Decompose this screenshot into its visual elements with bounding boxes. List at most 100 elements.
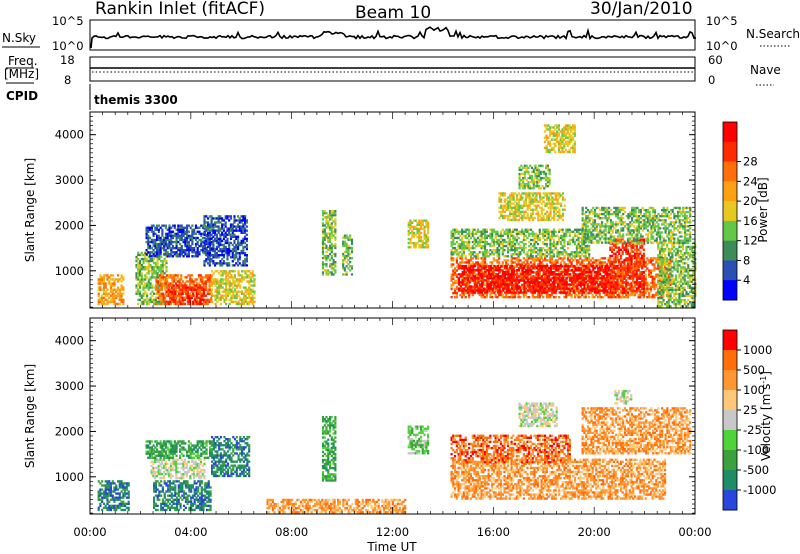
power-cell <box>182 240 185 244</box>
power-cell <box>137 261 140 265</box>
power-cell <box>635 269 638 272</box>
power-cell <box>212 231 215 234</box>
power-cell <box>635 256 638 260</box>
power-cell <box>611 254 614 258</box>
power-cell <box>418 219 421 222</box>
power-cell <box>166 274 169 277</box>
power-cell <box>201 292 204 295</box>
power-cell <box>502 275 505 278</box>
power-cell <box>562 277 565 280</box>
power-cell <box>156 274 159 277</box>
power-cell <box>330 236 333 239</box>
power-cell <box>522 257 525 260</box>
power-cell <box>574 265 577 268</box>
power-cell <box>237 294 240 297</box>
power-cell <box>611 281 614 284</box>
power-cell <box>572 269 575 272</box>
power-cell <box>244 235 247 238</box>
power-cell <box>334 246 337 250</box>
power-cell <box>168 224 171 227</box>
power-cell <box>201 251 205 254</box>
power-cell <box>604 271 607 274</box>
power-cell <box>208 292 211 295</box>
power-cell <box>621 266 624 270</box>
nsky-tick-bottom: 10^0 <box>52 39 84 53</box>
power-cell <box>462 244 465 248</box>
power-cell <box>537 275 540 278</box>
power-cell <box>579 269 582 272</box>
power-cell <box>197 282 201 285</box>
power-cell <box>199 274 202 277</box>
power-cell <box>169 276 172 279</box>
power-cell <box>583 279 586 282</box>
power-cell <box>203 227 206 230</box>
power-cell <box>602 296 605 299</box>
power-cell <box>493 283 496 286</box>
power-cell <box>421 242 424 245</box>
power-cell <box>233 258 236 261</box>
power-cell <box>204 282 208 285</box>
power-cell <box>641 291 644 294</box>
power-cell <box>607 275 610 278</box>
power-cell <box>454 228 457 231</box>
power-cell <box>621 289 624 292</box>
power-cell <box>528 266 531 270</box>
power-cell <box>241 292 244 295</box>
power-cell <box>528 279 531 282</box>
power-cell <box>519 287 522 291</box>
power-cell <box>526 281 530 284</box>
power-cell <box>642 281 645 284</box>
power-cell <box>161 259 164 263</box>
power-cell <box>162 282 165 285</box>
power-cell <box>635 250 638 253</box>
power-cell <box>469 279 473 282</box>
power-cell <box>165 286 168 289</box>
power-cell <box>621 291 624 294</box>
power-cell <box>496 296 499 299</box>
power-cell <box>222 235 225 238</box>
power-cell <box>530 289 533 292</box>
power-cell <box>501 285 504 289</box>
power-cell <box>530 277 533 280</box>
power-cell <box>221 219 224 222</box>
power-cell <box>586 265 589 268</box>
power-cell <box>632 269 635 272</box>
power-cell <box>542 264 545 268</box>
power-cell <box>343 240 346 243</box>
power-cell <box>215 245 218 249</box>
power-cell <box>240 219 243 222</box>
power-cell <box>159 249 162 252</box>
power-cell <box>230 290 233 293</box>
power-cell <box>593 279 596 282</box>
power-cell <box>219 241 222 245</box>
power-cell <box>235 286 238 289</box>
power-cell <box>558 287 561 290</box>
power-cell <box>210 242 213 246</box>
power-cell <box>454 291 457 295</box>
power-cell <box>533 259 536 262</box>
power-cell <box>199 294 202 297</box>
power-cell <box>153 276 156 279</box>
power-cell <box>412 242 416 245</box>
power-cell <box>572 279 575 282</box>
power-cell <box>347 250 350 254</box>
power-cell <box>493 277 496 280</box>
power-cell <box>203 223 206 226</box>
power-cell <box>595 289 598 292</box>
power-cell <box>165 300 168 304</box>
power-cell <box>168 238 171 242</box>
power-cell <box>237 284 240 287</box>
power-cell <box>669 275 672 278</box>
power-cell <box>228 245 231 249</box>
power-cell <box>480 265 483 268</box>
power-cell <box>486 281 489 284</box>
power-cell <box>588 269 591 272</box>
power-cell <box>194 280 197 283</box>
power-cell <box>325 246 328 250</box>
power-cell <box>626 248 630 251</box>
power-cell <box>575 293 578 297</box>
power-cell <box>240 241 243 245</box>
power-cell <box>142 266 145 269</box>
power-cell <box>628 242 631 245</box>
power-cell <box>516 283 519 286</box>
